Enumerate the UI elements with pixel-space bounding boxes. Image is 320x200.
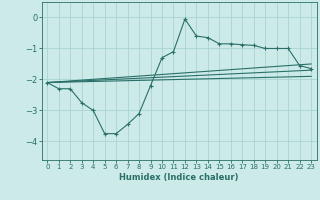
X-axis label: Humidex (Indice chaleur): Humidex (Indice chaleur) xyxy=(119,173,239,182)
